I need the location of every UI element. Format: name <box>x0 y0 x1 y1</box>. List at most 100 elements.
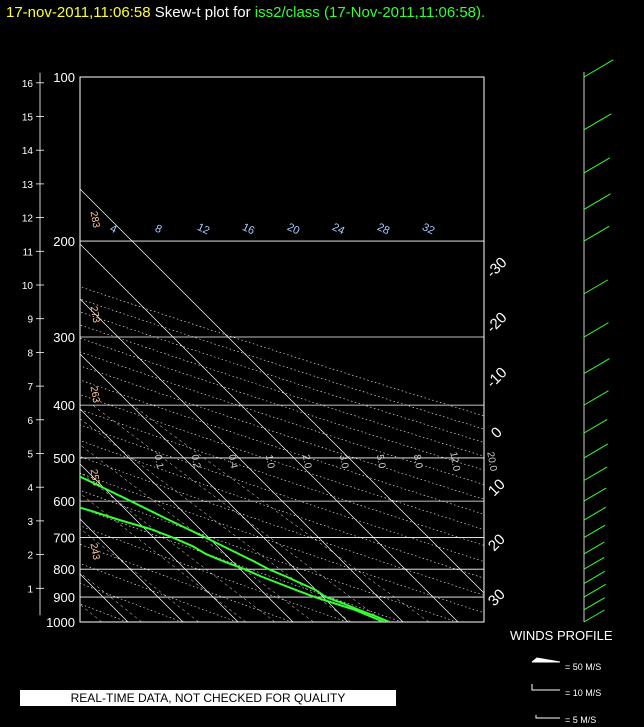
height-tick-label: 5 <box>27 450 33 461</box>
height-tick-label: 11 <box>23 247 34 258</box>
mixing-ratio-label: 12 <box>195 221 211 237</box>
wind-barb <box>583 597 605 611</box>
mixing-ratio-label: 12.0 <box>447 451 461 473</box>
height-tick-label: 6 <box>27 416 33 427</box>
mixing-ratio-line <box>80 493 246 622</box>
height-tick-label: 3 <box>27 517 33 528</box>
mixing-ratio-line <box>92 404 385 622</box>
dry-adiabat-line <box>80 456 484 596</box>
dewpoint-line <box>80 506 385 622</box>
title-date: 17-nov-2011,11:06:58 <box>6 4 151 21</box>
isotherm-line <box>80 518 184 622</box>
wind-barb <box>583 157 611 174</box>
mixing-ratio-label: 20.0 <box>484 451 498 473</box>
pressure-tick-label: 200 <box>53 234 75 249</box>
winds-profile-title: WINDS PROFILE <box>510 628 613 643</box>
mixing-ratio-line <box>80 604 102 622</box>
theta-label: 263 <box>88 385 102 404</box>
height-tick-label: 9 <box>27 315 33 326</box>
wind-barb <box>583 524 606 539</box>
dry-adiabat-line <box>80 424 484 562</box>
dry-adiabat-line <box>80 286 484 417</box>
wind-legend-10: = 10 M/S <box>565 688 601 698</box>
right-temp-tick-label: -10 <box>483 364 510 391</box>
wind-legend-barb-5 <box>535 715 560 719</box>
isotherm-line <box>80 463 239 622</box>
right-temp-tick-label: 10 <box>485 476 509 500</box>
wind-barb <box>583 322 609 338</box>
isotherm-line <box>80 188 484 594</box>
mixing-ratio-label: 3.0 <box>337 454 350 470</box>
pressure-tick-label: 100 <box>53 70 75 85</box>
pressure-tick-label: 800 <box>53 562 75 577</box>
theta-label: 243 <box>88 542 102 561</box>
wind-barb <box>583 609 605 623</box>
title-label: Skew-t plot for <box>154 4 251 21</box>
height-tick-label: 15 <box>22 113 34 124</box>
height-tick-label: 13 <box>22 180 34 191</box>
mixing-ratio-label: 4 <box>108 223 119 236</box>
height-tick-label: 8 <box>27 348 33 359</box>
isotherm-line <box>80 298 404 622</box>
theta-label: 273 <box>88 305 102 324</box>
mixing-ratio-label: 0.4 <box>226 454 239 470</box>
mixing-ratio-label: 16 <box>240 221 256 237</box>
right-temp-tick-label: 0 <box>488 424 506 442</box>
isotherm-line <box>80 408 294 622</box>
mixing-ratio-label: 32 <box>420 221 436 237</box>
pressure-tick-label: 500 <box>53 451 75 466</box>
dry-adiabat-line <box>80 379 484 515</box>
wind-barb <box>583 193 611 210</box>
dry-adiabat-line <box>80 563 238 622</box>
isotherm-line <box>80 243 459 622</box>
pressure-tick-label: 1000 <box>46 615 75 630</box>
pressure-tick-label: 400 <box>53 398 75 413</box>
wind-barb <box>583 541 605 555</box>
height-tick-label: 16 <box>22 79 34 90</box>
mixing-ratio-label: 2.0 <box>300 454 313 470</box>
title-timestamp: (17-Nov-2011,11:06:58). <box>323 4 486 21</box>
height-tick-label: 2 <box>27 551 33 562</box>
pressure-tick-label: 900 <box>53 590 75 605</box>
pressure-tick-label: 600 <box>53 494 75 509</box>
height-tick-label: 14 <box>22 146 34 157</box>
wind-barb <box>583 556 605 570</box>
wind-barb <box>583 358 610 374</box>
dry-adiabat-line <box>80 365 484 500</box>
mixing-ratio-label: 5.0 <box>374 454 387 470</box>
wind-barb <box>583 418 608 434</box>
dry-adiabat-line <box>80 472 484 614</box>
height-tick-label: 7 <box>27 382 33 393</box>
mixing-ratio-label: 0.2 <box>189 454 202 470</box>
wind-legend-barb-10 <box>531 684 560 691</box>
wind-barb <box>583 570 605 584</box>
dry-adiabat-line <box>80 489 458 622</box>
wind-barb <box>583 487 607 502</box>
mixing-ratio-label: 24 <box>330 221 346 237</box>
pressure-tick-label: 700 <box>53 531 75 546</box>
mixing-ratio-line <box>132 404 430 622</box>
wind-barb <box>583 279 609 295</box>
wind-legend-5: = 5 M/S <box>565 715 596 725</box>
quality-notice: REAL-TIME DATA, NOT CHECKED FOR QUALITY <box>20 690 396 706</box>
dry-adiabat-line <box>80 298 484 430</box>
chart-title: 17-nov-2011,11:06:58 Skew-t plot for iss… <box>6 4 485 21</box>
height-tick-label: 12 <box>22 214 34 225</box>
mixing-ratio-label: 20 <box>285 221 301 237</box>
wind-legend-50: = 50 M/S <box>565 662 601 672</box>
height-tick-label: 1 <box>27 584 33 595</box>
mixing-ratio-label: 0.1 <box>152 454 165 470</box>
dry-adiabat-line <box>80 440 484 579</box>
temperature-line <box>80 475 390 622</box>
dry-adiabat-line <box>80 311 484 443</box>
right-temp-tick-label: -20 <box>483 309 510 336</box>
wind-barb <box>583 113 612 131</box>
isotherm-line <box>80 353 349 622</box>
height-tick-label: 4 <box>27 483 33 494</box>
isotherm-line <box>0 77 18 622</box>
wind-barb <box>583 225 610 242</box>
title-source: iss2/class <box>254 4 320 21</box>
mixing-ratio-line <box>80 444 314 622</box>
mixing-ratio-label: 8 <box>153 223 164 236</box>
mixing-ratio-label: 1.0 <box>263 454 276 470</box>
